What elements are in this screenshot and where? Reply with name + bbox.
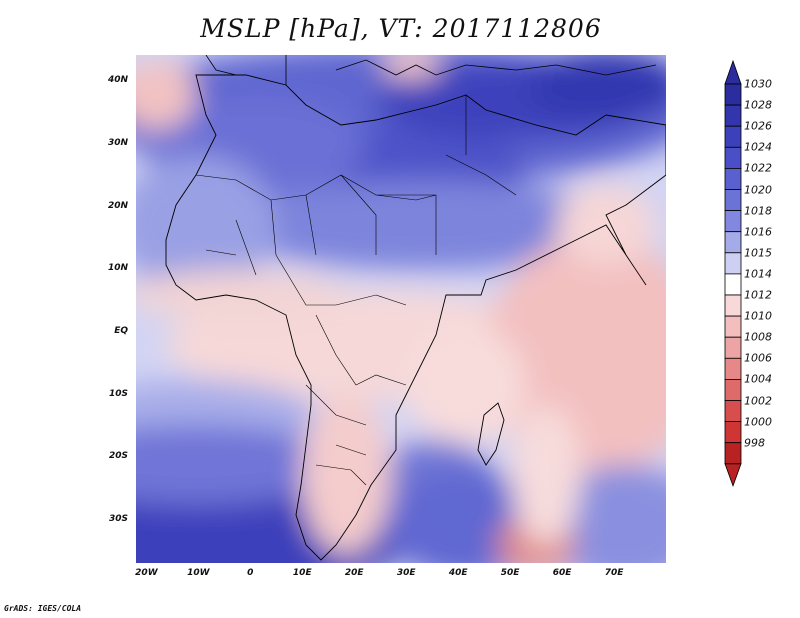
colorbar-segment <box>724 273 742 296</box>
colorbar <box>724 60 742 487</box>
lat-tick-label: EQ <box>114 325 128 336</box>
colorbar-level-label: 1012 <box>744 288 772 302</box>
colorbar-level-label: 1004 <box>744 372 772 386</box>
colorbar-segment <box>724 168 742 190</box>
lat-tick-label: 30S <box>108 514 128 525</box>
colorbar-segment <box>724 125 742 148</box>
colorbar-segment <box>724 189 742 212</box>
lat-tick-label: 40N <box>107 75 128 86</box>
lat-tick-label: 20N <box>107 200 128 211</box>
colorbar-level-label: 1014 <box>744 267 772 281</box>
lon-tick-label: 20E <box>344 568 364 578</box>
colorbar-segment <box>724 252 742 275</box>
lat-tick-label: 30N <box>107 137 128 148</box>
colorbar-level-label: 1002 <box>744 394 772 407</box>
lon-tick-label: 10W <box>187 568 210 578</box>
lat-tick-label: 10N <box>107 263 128 274</box>
pressure-map <box>136 55 666 563</box>
lon-tick-label: 60E <box>552 568 572 578</box>
colorbar-segment <box>724 83 742 106</box>
lon-tick-label: 20W <box>135 568 158 578</box>
colorbar-segment <box>724 421 742 444</box>
colorbar-segment <box>724 294 742 317</box>
colorbar-segment <box>724 231 742 254</box>
colorbar-level-label: 1018 <box>744 204 772 218</box>
lon-tick-label: 50E <box>500 568 520 578</box>
lon-tick-label: 30E <box>396 568 416 578</box>
colorbar-segment <box>724 357 742 380</box>
colorbar-bottom-arrow <box>724 463 742 487</box>
colorbar-top-arrow <box>724 60 742 85</box>
colorbar-segment <box>724 315 742 338</box>
credit-text: GrADS: IGES/COLA <box>4 604 82 613</box>
colorbar-level-label: 1022 <box>744 161 772 175</box>
pressure-field <box>136 55 666 563</box>
colorbar-level-label: 1028 <box>744 98 772 112</box>
lat-tick-label: 20S <box>108 451 128 462</box>
colorbar-segment <box>724 400 742 423</box>
chart-title: MSLP [hPa], VT: 2017112806 <box>200 14 602 43</box>
colorbar-level-label: 1006 <box>744 351 772 365</box>
lon-tick-label: 0 <box>247 568 254 578</box>
colorbar-level-label: 1015 <box>744 246 772 260</box>
colorbar-level-label: 1024 <box>744 140 772 154</box>
coastline <box>165 74 666 561</box>
lon-tick-label: 40E <box>448 568 468 578</box>
lon-tick-label: 70E <box>604 568 624 578</box>
colorbar-level-label: 1030 <box>744 77 772 91</box>
lon-tick-label: 10E <box>292 568 312 578</box>
colorbar-segment <box>724 104 742 127</box>
colorbar-segment <box>724 146 742 169</box>
lat-tick-label: 10S <box>108 388 128 399</box>
colorbar-level-label: 1020 <box>744 183 772 196</box>
colorbar-level-label: 1026 <box>744 119 772 133</box>
colorbar-level-label: 1000 <box>744 415 772 429</box>
colorbar-level-label: 1010 <box>744 309 772 323</box>
colorbar-level-label: 1008 <box>744 330 772 344</box>
colorbar-segment <box>724 378 742 401</box>
colorbar-segment <box>724 210 742 233</box>
colorbar-level-label: 998 <box>744 436 765 450</box>
colorbar-segment <box>724 336 742 359</box>
colorbar-level-label: 1016 <box>744 225 772 239</box>
colorbar-segment <box>724 442 742 465</box>
madagascar-outline <box>477 402 505 466</box>
